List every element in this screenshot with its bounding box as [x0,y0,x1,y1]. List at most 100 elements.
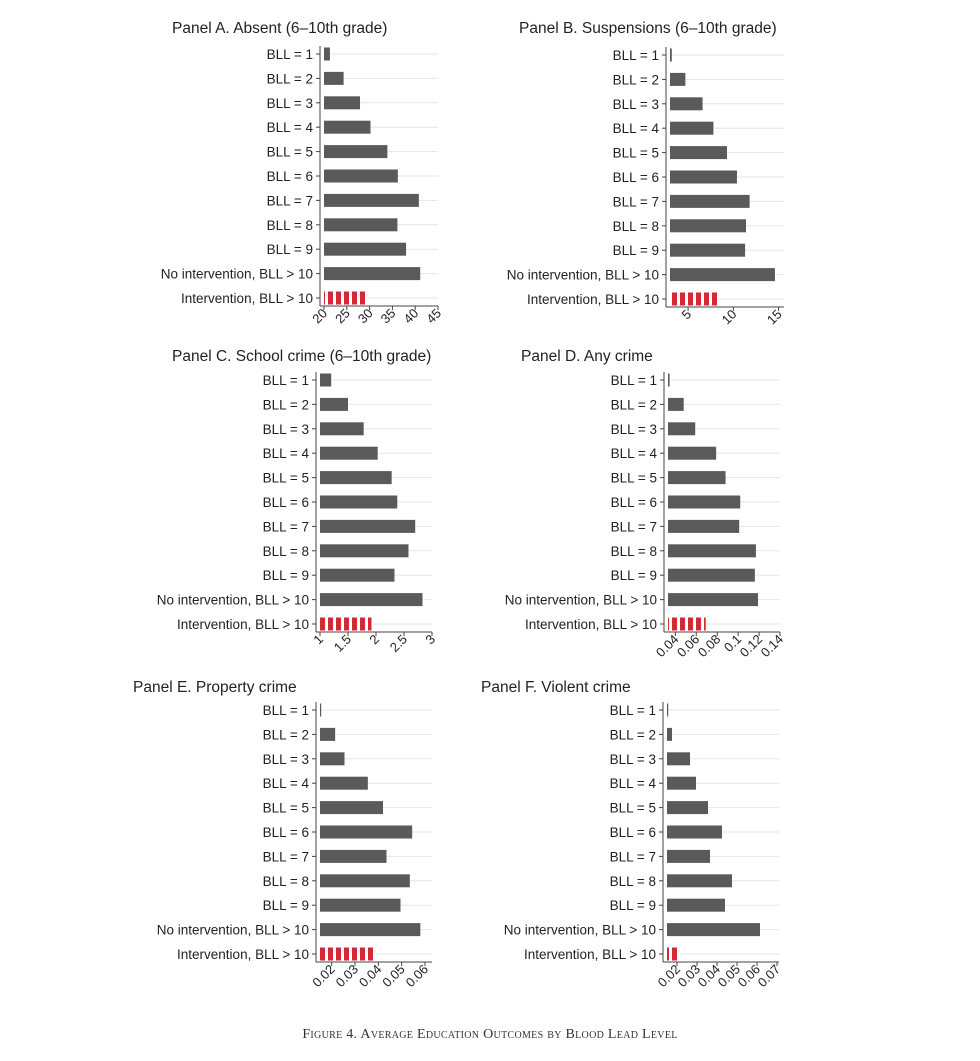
x-tick-label: 0.03 [333,962,362,991]
x-tick-label: 20 [309,306,330,327]
category-label: BLL = 2 [613,72,659,87]
category-label: BLL = 8 [611,544,657,559]
bar [668,397,684,411]
bar [320,544,409,558]
panel-b: Panel B. Suspensions (6–10th grade) BLL =… [507,20,785,327]
category-label: BLL = 7 [613,194,659,209]
bar [320,874,410,888]
bar [324,169,398,183]
category-label: BLL = 3 [610,752,656,767]
category-label: BLL = 6 [263,825,309,840]
category-label: Intervention, BLL > 10 [177,947,309,962]
bar [667,898,725,912]
category-label: BLL = 4 [267,120,314,135]
category-label: BLL = 7 [267,193,313,208]
bar [320,397,348,411]
bar [668,422,696,436]
panel-c: Panel C. School crime (6–10th grade) BLL … [157,348,438,655]
x-tick-label: 0.07 [755,962,784,991]
category-label: BLL = 3 [611,422,657,437]
x-tick-label: 45 [423,306,444,327]
bar [320,593,423,607]
bar [324,267,421,281]
category-label: No intervention, BLL > 10 [161,267,313,282]
bar [324,145,388,159]
bar [670,121,714,135]
x-tick-label: 0.04 [356,962,385,991]
bar [667,727,672,741]
bar [320,752,345,766]
bar-intervention [670,292,718,306]
bar [320,471,392,485]
bar [668,519,740,533]
category-label: BLL = 8 [613,219,659,234]
category-label: BLL = 8 [263,544,309,559]
category-label: No intervention, BLL > 10 [507,268,659,283]
bar [320,825,413,839]
category-label: BLL = 4 [613,121,660,136]
bar [320,923,421,937]
category-label: BLL = 9 [613,243,659,258]
category-label: BLL = 9 [267,242,313,257]
bar [320,519,416,533]
category-label: BLL = 6 [613,170,659,185]
category-label: BLL = 6 [263,495,309,510]
category-label: BLL = 1 [611,373,657,388]
bar [667,849,710,863]
category-label: BLL = 8 [263,874,309,889]
bar [324,96,361,110]
category-label: Intervention, BLL > 10 [177,617,309,632]
category-label: BLL = 3 [263,422,309,437]
category-label: BLL = 6 [611,495,657,510]
x-tick-label: 25 [332,306,353,327]
category-label: BLL = 8 [610,874,656,889]
panel-title: Panel B. Suspensions (6–10th grade) [519,20,777,37]
category-label: BLL = 4 [610,776,657,791]
category-label: BLL = 7 [263,519,309,534]
bar-intervention [320,947,375,961]
x-tick-label: 0.05 [379,962,408,991]
bar [667,923,760,937]
panel-title: Panel D. Any crime [521,348,653,365]
category-label: BLL = 5 [263,801,309,816]
panel-d: Panel D. Any crime BLL = 1 BLL = 2 BLL = 3 B… [505,348,786,660]
bar-intervention [324,291,367,305]
category-label: BLL = 4 [263,446,310,461]
bar [320,801,383,815]
x-tick-label: 0.08 [695,632,724,661]
x-tick-label: 2.5 [387,632,410,655]
x-tick-label: 2 [366,632,382,648]
panel-title: Panel A. Absent (6–10th grade) [172,20,387,37]
bar [670,146,727,160]
bar [324,47,330,61]
category-label: No intervention, BLL > 10 [157,593,309,608]
bar [324,242,407,256]
category-label: BLL = 7 [263,849,309,864]
panel-f: Panel F. Violent crime BLL = 1 BLL = 2 BLL … [481,679,783,990]
category-label: BLL = 5 [613,146,659,161]
bar [670,268,775,282]
category-label: BLL = 2 [263,397,309,412]
category-label: BLL = 2 [610,727,656,742]
bar [670,48,672,62]
category-label: No intervention, BLL > 10 [157,923,309,938]
bar [670,219,746,233]
category-label: BLL = 2 [611,397,657,412]
bar [320,776,368,790]
bar [320,495,398,509]
figure-caption: Figure 4. Average Education Outcomes by … [302,1027,678,1042]
category-label: BLL = 1 [263,373,309,388]
bar [324,218,398,232]
bar [668,373,670,387]
category-label: BLL = 3 [263,752,309,767]
bar [667,825,722,839]
bar-intervention [667,947,680,961]
x-tick-label: 15 [764,307,785,328]
bar [670,243,746,257]
x-tick-label: 0.06 [403,962,432,991]
x-tick-label: 10 [719,307,740,328]
bar [320,849,387,863]
category-label: BLL = 1 [613,48,659,63]
bar [320,727,336,741]
bar [324,193,419,207]
